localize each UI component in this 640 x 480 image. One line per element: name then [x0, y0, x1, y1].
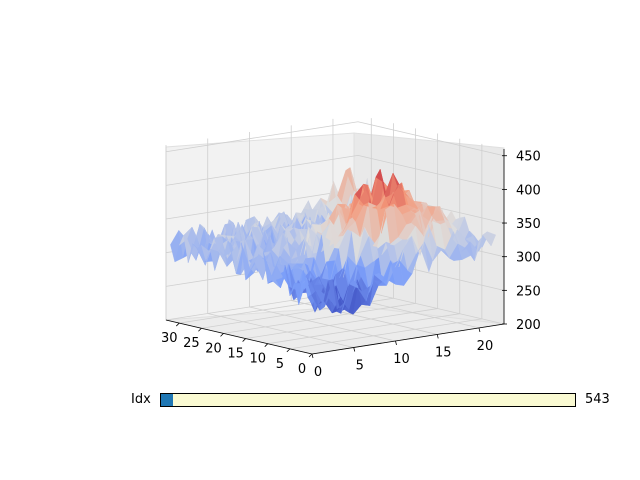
slider-label: Idx — [131, 392, 151, 407]
x-tick — [264, 343, 269, 347]
surface-patch — [482, 231, 496, 247]
z-tick-label: 200 — [516, 318, 541, 333]
y-tick-label: 5 — [356, 358, 364, 373]
x-tick-label: 20 — [205, 341, 222, 356]
z-tick-label: 250 — [516, 284, 541, 299]
grid-line-y-floor — [249, 306, 396, 342]
slider-value: 543 — [585, 392, 610, 407]
x-tick-label: 10 — [249, 352, 266, 367]
grid-line-x-floor — [289, 318, 482, 350]
x-tick-label: 30 — [161, 331, 178, 346]
z-tick-label: 300 — [516, 251, 541, 266]
grid-line-x-floor — [267, 313, 460, 345]
grid-line-y-floor — [207, 313, 354, 348]
x-tick-label: 25 — [183, 336, 200, 351]
z-tick-label: 400 — [516, 183, 541, 198]
y-tick-label: 15 — [435, 345, 452, 360]
x-tick — [242, 338, 246, 342]
y-tick-label: 0 — [314, 365, 322, 380]
y-axis-line — [311, 323, 505, 355]
x-axis-line — [165, 319, 313, 355]
y-tick — [395, 340, 397, 346]
y-tick — [436, 334, 439, 339]
y-tick — [311, 353, 314, 359]
x-tick — [286, 348, 291, 353]
y-tick — [478, 327, 481, 333]
x-tick-label: 15 — [227, 347, 244, 362]
grid-line-z — [165, 121, 505, 157]
y-tick-label: 10 — [393, 352, 410, 367]
x-tick-label: 0 — [298, 362, 306, 377]
grid-line-x-floor — [245, 308, 438, 339]
z-tick-label: 350 — [516, 217, 541, 232]
grid-line-x-floor — [223, 302, 416, 334]
grid-line-z — [165, 154, 505, 190]
x-tick — [198, 327, 202, 332]
idx-slider[interactable] — [160, 393, 576, 407]
x-tick — [175, 322, 180, 327]
x-tick — [308, 353, 313, 358]
slider-fill[interactable] — [161, 394, 173, 406]
x-tick — [220, 333, 224, 337]
grid-line-z — [165, 188, 505, 224]
y-tick-label: 20 — [477, 339, 494, 354]
surface — [170, 167, 496, 315]
x-tick-label: 5 — [276, 357, 284, 372]
z-tick-label: 450 — [516, 150, 541, 165]
y-tick — [353, 347, 356, 352]
